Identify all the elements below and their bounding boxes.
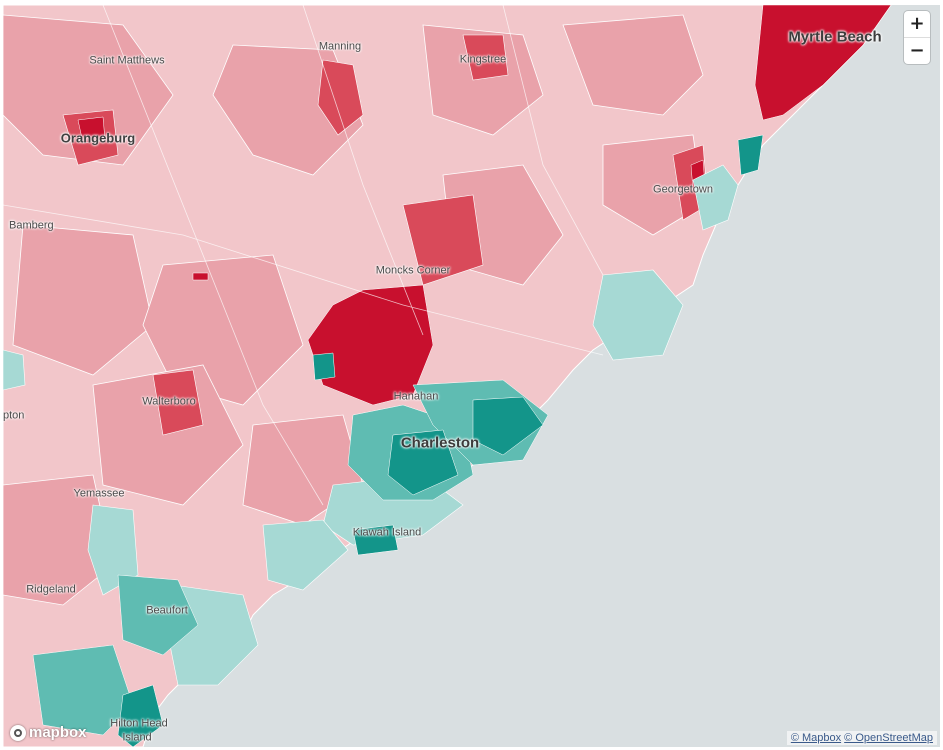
label-hanahan: Hanahan xyxy=(393,390,439,403)
deep-teal-tracts xyxy=(117,134,764,747)
label-moncks-corner: Moncks Corner xyxy=(375,264,451,277)
label-orangeburg: Orangeburg xyxy=(60,130,136,146)
label-walterboro: Walterboro xyxy=(142,395,196,408)
label-hilton-head-island: Island xyxy=(122,731,152,744)
label-saint-matthews: Saint Matthews xyxy=(89,54,165,67)
map-canvas[interactable]: Myrtle Beach Saint Matthews Manning King… xyxy=(3,5,940,747)
mapbox-logo-text: mapbox xyxy=(29,724,87,741)
zoom-control: + − xyxy=(904,11,930,64)
label-kingstree: Kingstree xyxy=(459,53,507,66)
label-georgetown: Georgetown xyxy=(653,183,713,196)
label-hilton-head: Hilton Head xyxy=(110,717,168,730)
label-kiawah-island: Kiawah Island xyxy=(352,526,422,539)
mapbox-logo[interactable]: mapbox xyxy=(10,724,87,741)
label-myrtle-beach: Myrtle Beach xyxy=(788,28,882,46)
strong-red-tracts xyxy=(62,34,709,436)
label-ridgeland: Ridgeland xyxy=(26,583,76,596)
osm-attribution-link[interactable]: © OpenStreetMap xyxy=(844,732,933,744)
label-charleston: Charleston xyxy=(400,434,480,452)
label-manning: Manning xyxy=(318,40,362,53)
label-bamberg: Bamberg xyxy=(9,219,54,232)
label-pton: pton xyxy=(3,409,25,422)
mapbox-logo-icon xyxy=(10,724,26,741)
label-yemassee: Yemassee xyxy=(73,487,125,500)
mid-red-tracts xyxy=(3,14,704,606)
roads xyxy=(3,5,604,506)
choropleth-map[interactable] xyxy=(3,5,940,747)
attribution: © Mapbox © OpenStreetMap xyxy=(786,731,937,745)
mapbox-attribution-link[interactable]: © Mapbox xyxy=(790,732,842,744)
zoom-out-button[interactable]: − xyxy=(904,37,930,64)
label-beaufort: Beaufort xyxy=(146,604,188,617)
zoom-in-button[interactable]: + xyxy=(909,13,925,34)
